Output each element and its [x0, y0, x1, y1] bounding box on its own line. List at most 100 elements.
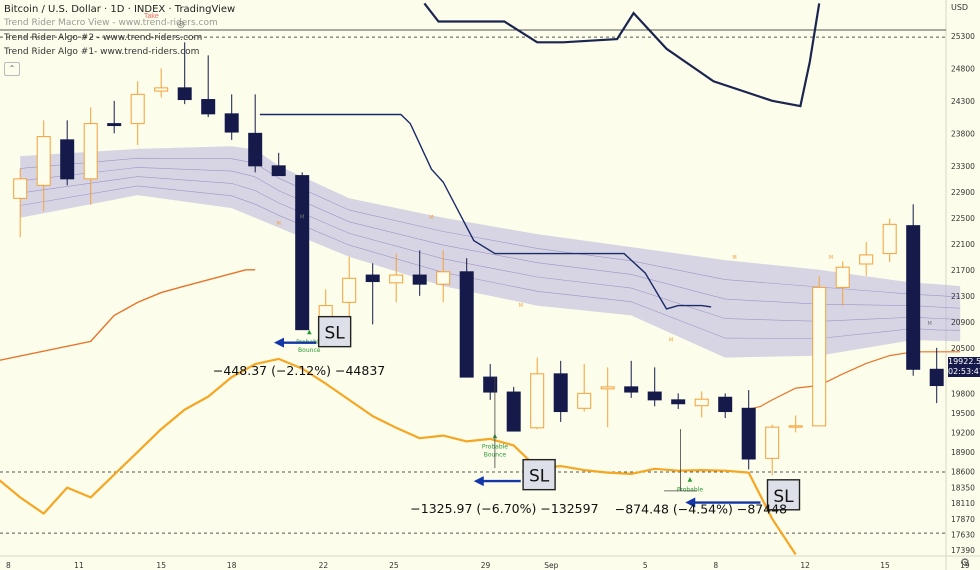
candle[interactable] [718, 396, 733, 413]
stop-loss-box[interactable] [317, 315, 352, 348]
indicator-legend-algo-1[interactable]: Trend Rider Algo #1- www.trend-riders.co… [4, 47, 200, 57]
price-tick-label: 23300 [951, 162, 975, 171]
candle[interactable] [765, 426, 780, 459]
time-tick-label: 12 [800, 561, 810, 570]
candle[interactable] [154, 87, 169, 92]
candle[interactable] [906, 225, 921, 370]
settings-gear-icon[interactable]: ⚙ [960, 557, 970, 569]
candle[interactable] [577, 392, 592, 409]
indicator-legend-algo-2[interactable]: Trend Rider Algo #2 - www.trend-riders.c… [4, 33, 203, 43]
cloud-inner-line [20, 157, 961, 298]
stop-loss-label: SL [773, 487, 794, 507]
price-tick-label: 20900 [951, 318, 975, 327]
stop-loss-arrowhead [685, 497, 696, 508]
signal-marker: M [300, 215, 304, 221]
indicator-legend-macro[interactable]: Trend Rider Macro View - www.trend-rider… [4, 18, 218, 28]
price-tick-label: 18110 [951, 499, 975, 508]
price-tick-label: 23800 [951, 129, 975, 138]
trade-result-label: −448.37 (−2.12%) −44837 [213, 363, 385, 378]
candle[interactable] [671, 399, 686, 405]
candle[interactable] [36, 136, 51, 186]
price-tick-label: 18600 [951, 467, 975, 476]
stop-loss-box[interactable] [766, 479, 801, 511]
candle[interactable] [389, 274, 404, 284]
candle[interactable] [553, 373, 568, 413]
price-tick-label: 17630 [951, 530, 975, 539]
candle[interactable] [812, 286, 827, 427]
macro-step-line [259, 113, 712, 310]
time-tick-label: Sep [544, 561, 558, 570]
time-tick-label: 18 [227, 561, 237, 570]
candle[interactable] [788, 425, 803, 428]
candle[interactable] [694, 398, 709, 407]
trade-result-label: −1325.97 (−6.70%) −132597 [410, 501, 598, 516]
price-tick-label: 22900 [951, 188, 975, 197]
candle[interactable] [201, 99, 216, 115]
signal-marker: M [519, 303, 523, 309]
cloud-inner-line [20, 176, 961, 322]
algo1-trail-left [0, 269, 256, 361]
candle[interactable] [107, 123, 122, 127]
last-price-value: 19922.56 [948, 357, 980, 366]
time-tick-label: 5 [643, 561, 648, 570]
price-tick-label: 19800 [951, 389, 975, 398]
price-tick-label: 24300 [951, 97, 975, 106]
candle[interactable] [412, 274, 427, 285]
probable-label: Probable [677, 487, 703, 494]
macro-upper-line [423, 2, 821, 108]
stop-loss-arrowhead [473, 476, 484, 487]
currency-label[interactable]: USD [951, 3, 969, 12]
candle[interactable] [624, 386, 639, 393]
candle[interactable] [647, 391, 662, 401]
candle[interactable] [271, 165, 286, 177]
price-tick-label: 21700 [951, 266, 975, 275]
signal-marker: M [732, 255, 736, 261]
signal-marker: M [429, 215, 433, 221]
candle[interactable] [13, 178, 28, 199]
signal-arrow: ▲ [688, 476, 693, 483]
price-tick-label: 17390 [951, 546, 975, 555]
price-tick-label: 18900 [951, 448, 975, 457]
stop-loss-label: SL [529, 467, 550, 487]
eye-off-icon[interactable]: ◎ [177, 19, 185, 29]
time-tick-label: 15 [156, 561, 166, 570]
symbol-title: Bitcoin / U.S. Dollar · 1D · INDEX · Tra… [4, 4, 236, 15]
candle[interactable] [60, 139, 75, 180]
candle[interactable] [835, 266, 850, 288]
time-tick-label: 19 [960, 561, 970, 570]
candle[interactable] [859, 254, 874, 265]
candle[interactable] [177, 87, 192, 101]
candle[interactable] [342, 277, 357, 303]
candle[interactable] [483, 376, 498, 393]
time-tick-label: 11 [74, 561, 84, 570]
algo1-trail-right [741, 351, 961, 412]
candle[interactable] [83, 123, 98, 180]
stop-loss-label: SL [325, 324, 346, 344]
candle[interactable] [882, 223, 897, 255]
signal-arrow: ▲ [307, 329, 312, 336]
trend-cloud-ribbon [20, 146, 961, 358]
candle[interactable] [600, 386, 615, 390]
collapse-legend-button[interactable]: ⌃ [4, 62, 20, 76]
candle[interactable] [224, 113, 239, 133]
candle[interactable] [506, 391, 521, 432]
signal-marker: M [669, 337, 673, 343]
last-price-badge: 19922.56 02:53:47 [948, 357, 980, 377]
price-tick-label: 21300 [951, 292, 975, 301]
price-tick-label: 22100 [951, 240, 975, 249]
candle[interactable] [530, 373, 545, 429]
bar-countdown: 02:53:47 [948, 367, 980, 376]
candle[interactable] [130, 93, 145, 125]
candle[interactable] [295, 175, 310, 331]
signal-marker: M [927, 321, 931, 327]
candle[interactable] [459, 271, 474, 378]
stop-loss-box[interactable] [522, 458, 556, 491]
time-tick-label: 15 [880, 561, 890, 570]
candle[interactable] [929, 368, 944, 387]
candle[interactable] [741, 407, 756, 460]
candle[interactable] [436, 271, 451, 285]
candle[interactable] [365, 274, 380, 283]
price-tick-label: 19500 [951, 409, 975, 418]
candle[interactable] [248, 132, 263, 167]
